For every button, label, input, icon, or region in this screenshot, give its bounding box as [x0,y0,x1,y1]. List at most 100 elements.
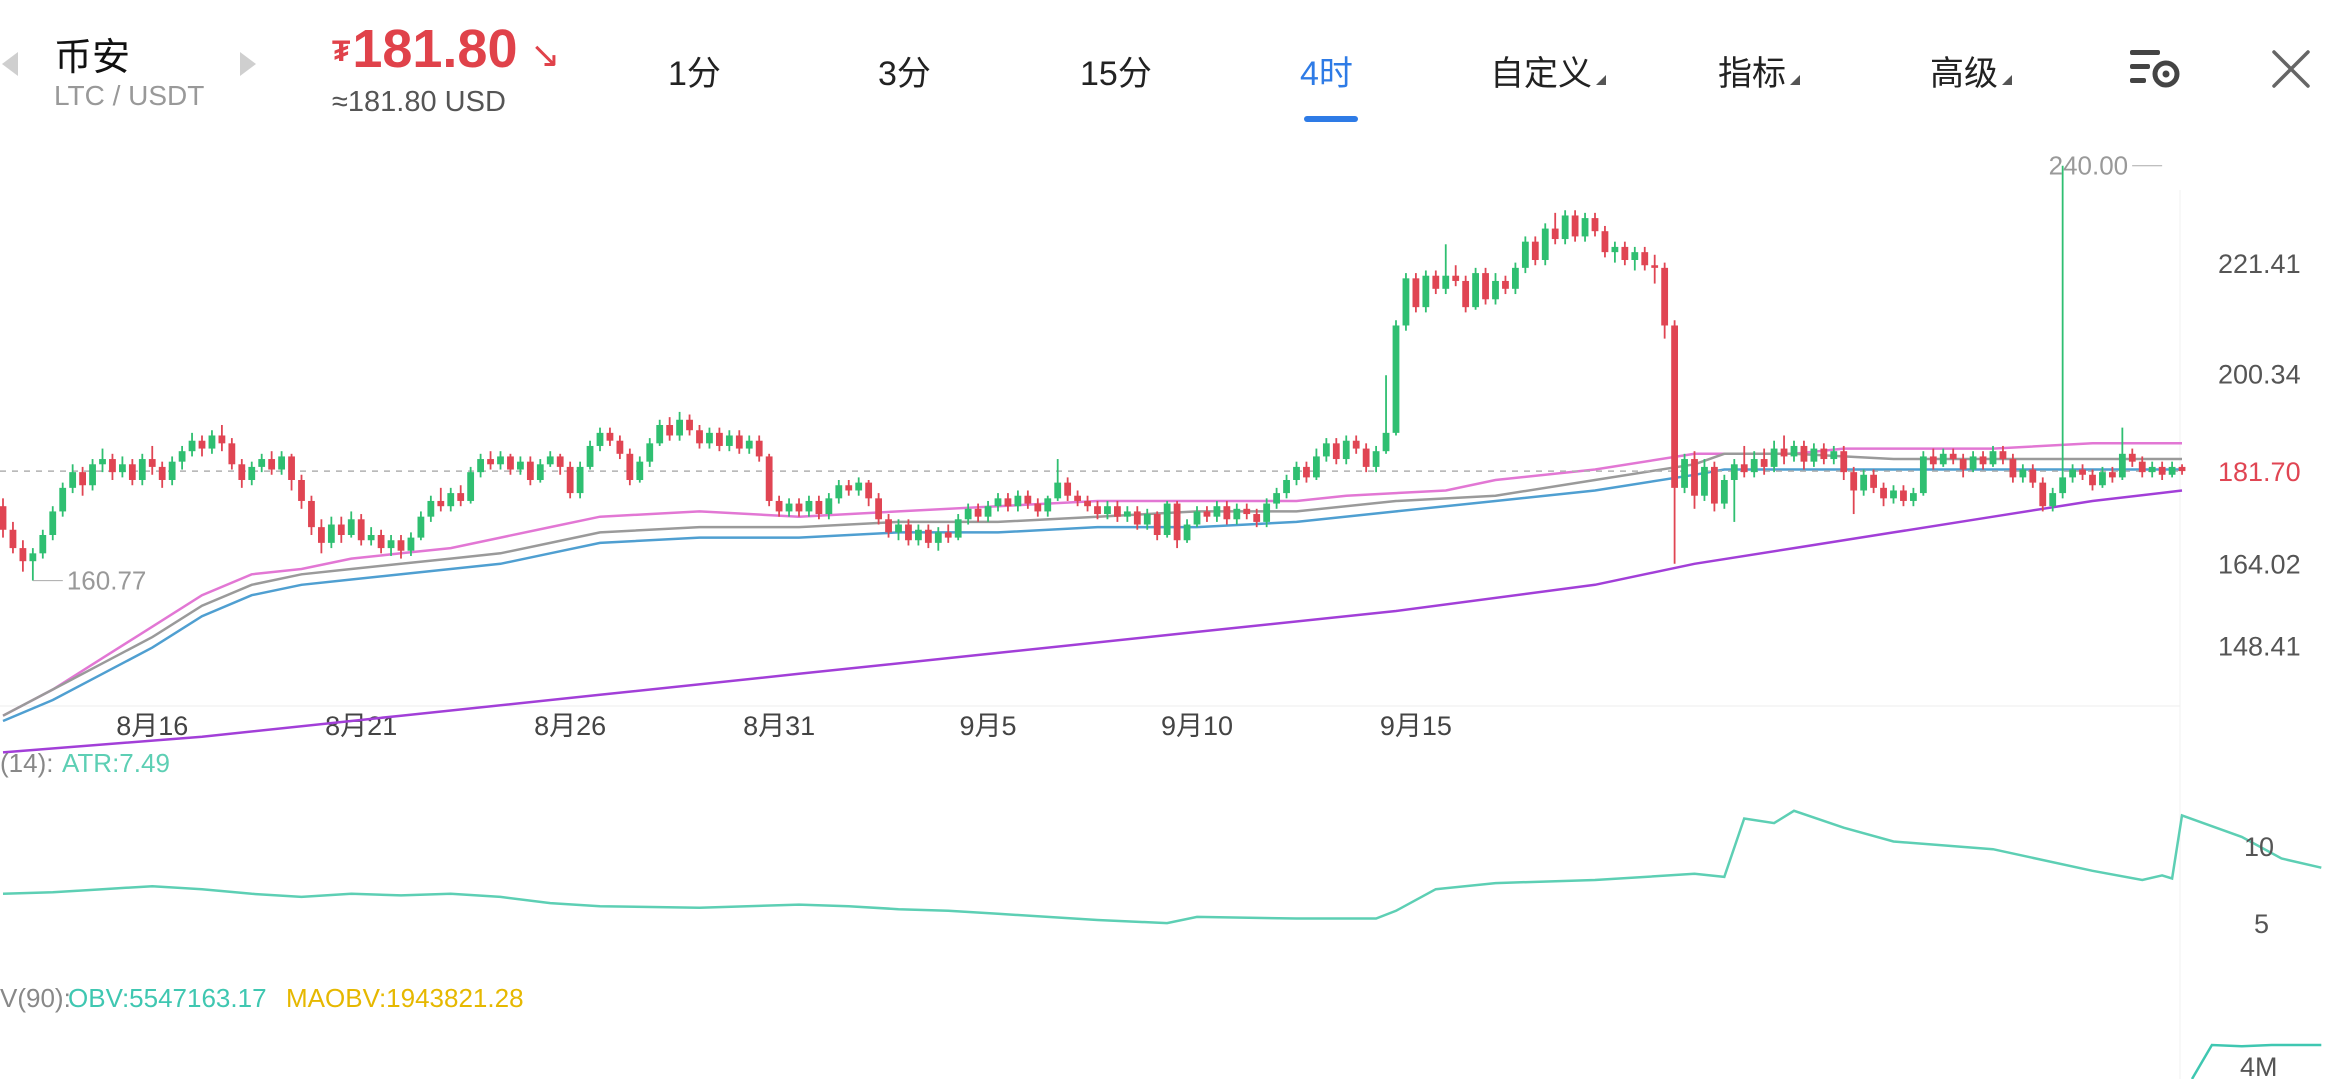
candle-body [1561,215,1569,240]
candle-body [1919,456,1927,494]
candle-body [1681,459,1688,488]
candle-body [357,519,365,541]
candle-body [1631,252,1639,260]
candle-body [934,532,942,543]
tab-custom[interactable]: 自定义 [1490,46,1606,95]
current-price-label: 181.70 [2218,457,2301,487]
candle-body [19,548,27,562]
tab-3m[interactable]: 3分 [878,46,931,95]
dropdown-caret-icon [2002,75,2012,85]
chevron-left-icon[interactable] [2,52,18,76]
exchange-name: 币安 [54,37,131,79]
chart-settings-icon[interactable] [2128,44,2184,94]
candle-body [1830,451,1838,460]
tab-4h[interactable]: 4时 [1300,46,1353,95]
tab-label: 1分 [668,55,721,93]
candle-body [59,487,67,512]
candle-body [1711,466,1718,504]
candle-body [327,524,335,543]
candle-body [626,453,634,480]
candle-body [1382,432,1390,452]
candle-body [89,464,96,486]
candle-body [337,524,345,535]
tab-label: 3分 [878,55,931,93]
chevron-right-icon[interactable] [240,52,256,76]
candle-body [745,440,753,449]
candle-body [1163,503,1171,535]
candle-body [1939,453,1947,465]
candle-body [656,425,664,444]
candle-body [1850,472,1858,491]
candle-body [1352,440,1360,449]
trading-pair: LTC / USDT [54,80,205,111]
candle-body [566,466,574,494]
atr-line [2,809,2322,925]
ma-line-blue [2,468,2182,723]
tab-label: 4时 [1300,55,1353,93]
candle-body [2009,459,2017,478]
tab-label: 自定义 [1490,55,1592,93]
candle-body [2138,461,2146,473]
candle-body [1671,325,1678,488]
current-price-tag [2190,449,2320,494]
tab-advanced[interactable]: 高级 [1930,46,2012,95]
candle-body [238,464,246,480]
candle-body [775,500,783,512]
candle-body [9,529,17,549]
candle-body [228,443,236,465]
candle-body [2128,453,2136,462]
candle-body [487,459,494,465]
candle-body [974,508,982,517]
candle-body [1969,456,1977,470]
candle-body [1133,511,1141,525]
candle-body [2168,466,2176,475]
obv-value-label: OBV:5547163.17 [68,983,267,1013]
candle-body [218,435,226,444]
candle-body [1273,493,1280,504]
candle-body [119,464,126,473]
candle-body [1303,466,1310,478]
close-icon[interactable] [2268,46,2314,92]
candle-body [1531,241,1539,260]
candle-body [1551,228,1559,240]
ma-line-gray [2,452,2182,717]
candle-body [1044,498,1052,512]
candle-body [258,459,266,467]
candle-body [158,466,166,480]
candle-body [1989,451,1997,465]
candle-body [606,432,614,441]
tab-1m[interactable]: 1分 [668,46,721,95]
candle-body [1890,490,1897,499]
atr-axis-label: 10 [2244,832,2274,862]
candle-body [1521,241,1529,268]
candle-body [1342,440,1350,460]
candle-body [915,529,922,541]
time-axis-label: 9月5 [960,711,1017,741]
candle-body [1064,482,1072,496]
candle-body [1870,474,1877,488]
tab-indicators[interactable]: 指标 [1718,46,1800,95]
candle-body [1750,459,1758,473]
time-axis-label: 8月16 [116,711,188,741]
candle-body [954,519,962,538]
candle-body [1432,275,1440,289]
candle-body [1173,503,1181,541]
candle-body [2079,469,2086,475]
candle-body [1402,278,1410,326]
candle-body [477,459,484,473]
candle-body [128,464,136,480]
candle-body [1999,451,2007,460]
candle-body [1283,480,1290,494]
tab-15m[interactable]: 15分 [1080,46,1152,95]
candle-body [825,498,833,515]
candle-body [1203,511,1211,517]
price-axis-label: 164.02 [2218,550,2301,580]
candle-body [1293,466,1300,480]
candle-body [875,498,882,520]
candle-body [268,459,276,470]
obv-line [2190,1043,2322,1079]
candle-body [1074,495,1081,501]
candle-body [29,553,37,562]
candle-body [984,506,992,517]
